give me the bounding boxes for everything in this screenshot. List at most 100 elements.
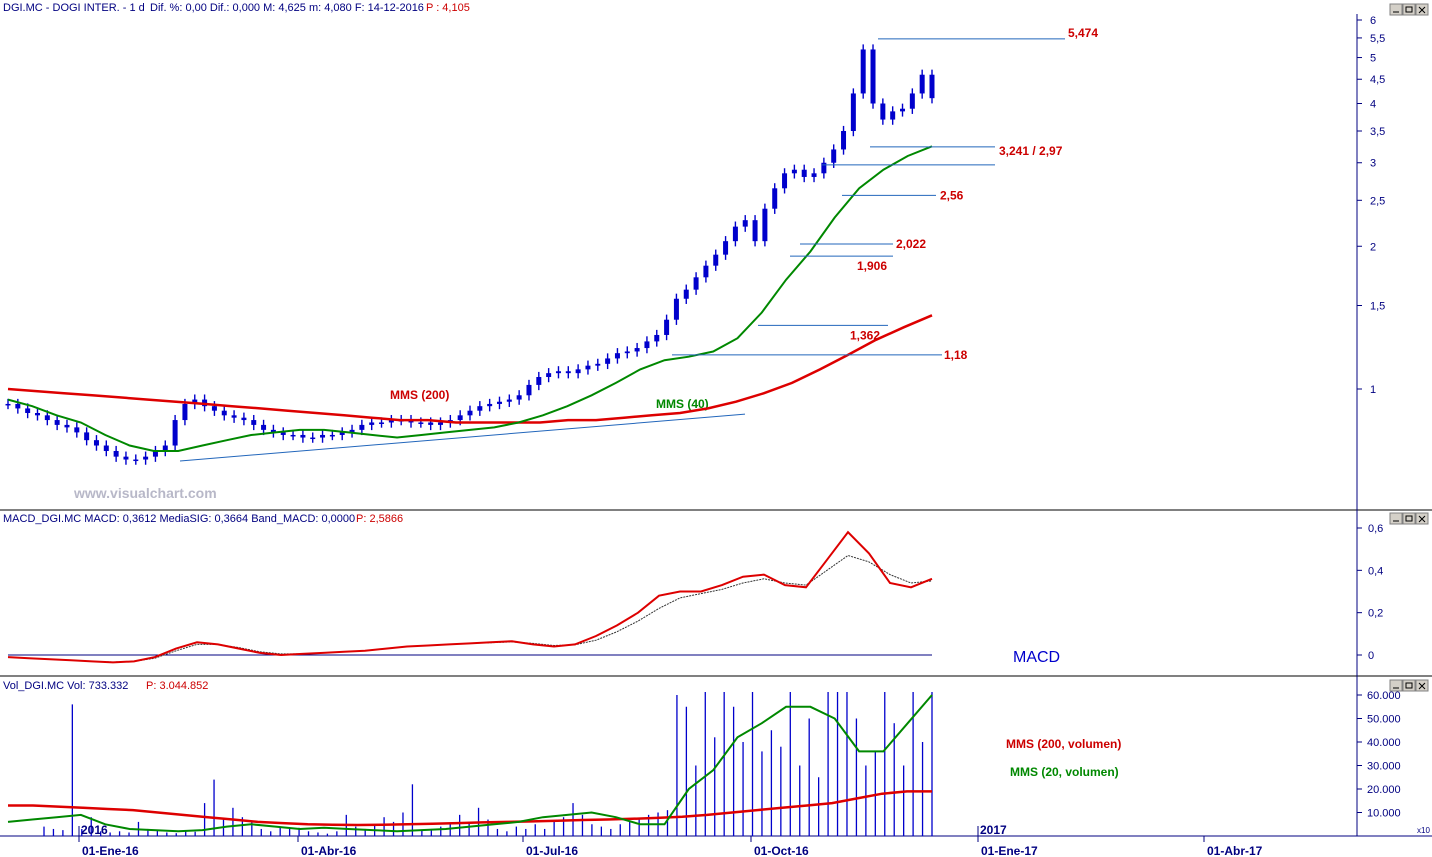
price-body [585,365,591,370]
level-label: 2,56 [940,188,964,202]
price-body [811,173,817,177]
price-body [929,74,935,99]
price-body [831,149,837,163]
minimize-button[interactable] [1389,679,1403,692]
price-body [477,406,483,411]
price-body [791,169,797,174]
x-tick-label: 01-Ene-17 [981,844,1038,857]
level-label: 1,362 [850,328,880,342]
price-body [310,437,316,440]
maximize-icon [1405,6,1413,13]
year-label: 2016 [81,823,108,837]
price-body [752,220,758,242]
price-body [290,434,296,437]
x-tick-label: 01-Jul-16 [526,844,578,857]
price-body [890,111,896,120]
price-body [605,358,611,364]
price-body [713,254,719,266]
y-tick-label: 0,4 [1368,565,1383,577]
y-tick-label: 0 [1368,650,1374,662]
mms40-line [7,145,933,452]
price-window-buttons[interactable] [1389,3,1429,16]
price-body [369,422,375,425]
price-body [44,415,50,421]
price-body [457,415,463,421]
y-tick-label: 3 [1370,158,1376,170]
macd-last: P: 2,5866 [356,513,403,525]
price-body [428,422,434,425]
maximize-button[interactable] [1402,512,1416,525]
year-label: 2017 [980,823,1007,837]
macd-title: MACD_DGI.MC MACD: 0,3612 MediaSIG: 0,366… [3,513,355,525]
price-last: P : 4,105 [426,2,470,14]
price-body [909,93,915,109]
price-body [143,456,149,460]
price-body [919,74,925,94]
price-body [683,289,689,299]
price-body [801,169,807,177]
mms40-label: MMS (40) [656,397,709,411]
price-title: DGI.MC - DOGI INTER. - 1 d [3,2,145,14]
minimize-button[interactable] [1389,3,1403,16]
price-body [359,424,365,430]
mms200-label: MMS (200) [390,388,449,402]
price-body [703,265,709,278]
macd-label: MACD [1013,649,1060,666]
price-body [221,410,227,416]
volume-window-buttons[interactable] [1389,679,1429,692]
minimize-button[interactable] [1389,512,1403,525]
maximize-button[interactable] [1402,679,1416,692]
y-tick-label: 4,5 [1370,74,1385,86]
price-body [841,131,847,150]
y-tick-label: 2,5 [1370,195,1385,207]
price-body [84,432,90,441]
vol200-label: MMS (200, volumen) [1006,737,1121,751]
macd-line [7,530,933,664]
price-body [241,417,247,421]
watermark: www.visualchart.com [73,485,217,501]
y-tick-label: 5,5 [1370,33,1385,45]
price-body [546,373,552,377]
price-body [103,445,109,452]
price-body [349,429,355,433]
price-body [634,348,640,352]
price-body [624,351,630,354]
vol200-line [8,790,932,827]
price-body [329,434,335,437]
price-body [280,432,286,435]
y-tick-label: 10.000 [1367,808,1401,820]
price-body [782,173,788,189]
price-body [93,440,99,446]
level-label: 3,241 / 2,97 [999,144,1063,158]
price-body [211,406,217,411]
price-body [742,220,748,227]
price-body [555,371,561,374]
x-tick-label: 01-Abr-17 [1207,844,1263,857]
level-label: 5,474 [1068,26,1098,40]
price-body [34,412,40,416]
close-icon [1418,515,1426,523]
price-body [467,410,473,416]
price-body [900,108,906,112]
price-body [438,422,444,425]
y-tick-label: 20.000 [1367,784,1401,796]
price-body [231,415,237,418]
volume-multiplier: x10 [1417,826,1430,835]
y-tick-label: 4 [1370,99,1376,111]
price-body [162,445,168,452]
volume-last: P: 3.044.852 [146,680,208,692]
maximize-button[interactable] [1402,3,1416,16]
volume-title: Vol_DGI.MC Vol: 733.332 [3,680,128,692]
y-tick-label: 0,2 [1368,608,1383,620]
maximize-icon [1405,515,1413,522]
price-body [300,434,306,438]
price-body [25,408,31,413]
price-body [379,422,385,424]
price-body [192,399,198,404]
price-stats: Dif. %: 0,00 Dif.: 0,000 M: 4,625 m: 4,0… [150,2,424,14]
price-body [152,451,158,457]
price-body [54,420,60,425]
macd-window-buttons[interactable] [1389,512,1429,525]
y-tick-label: 3,5 [1370,126,1385,138]
